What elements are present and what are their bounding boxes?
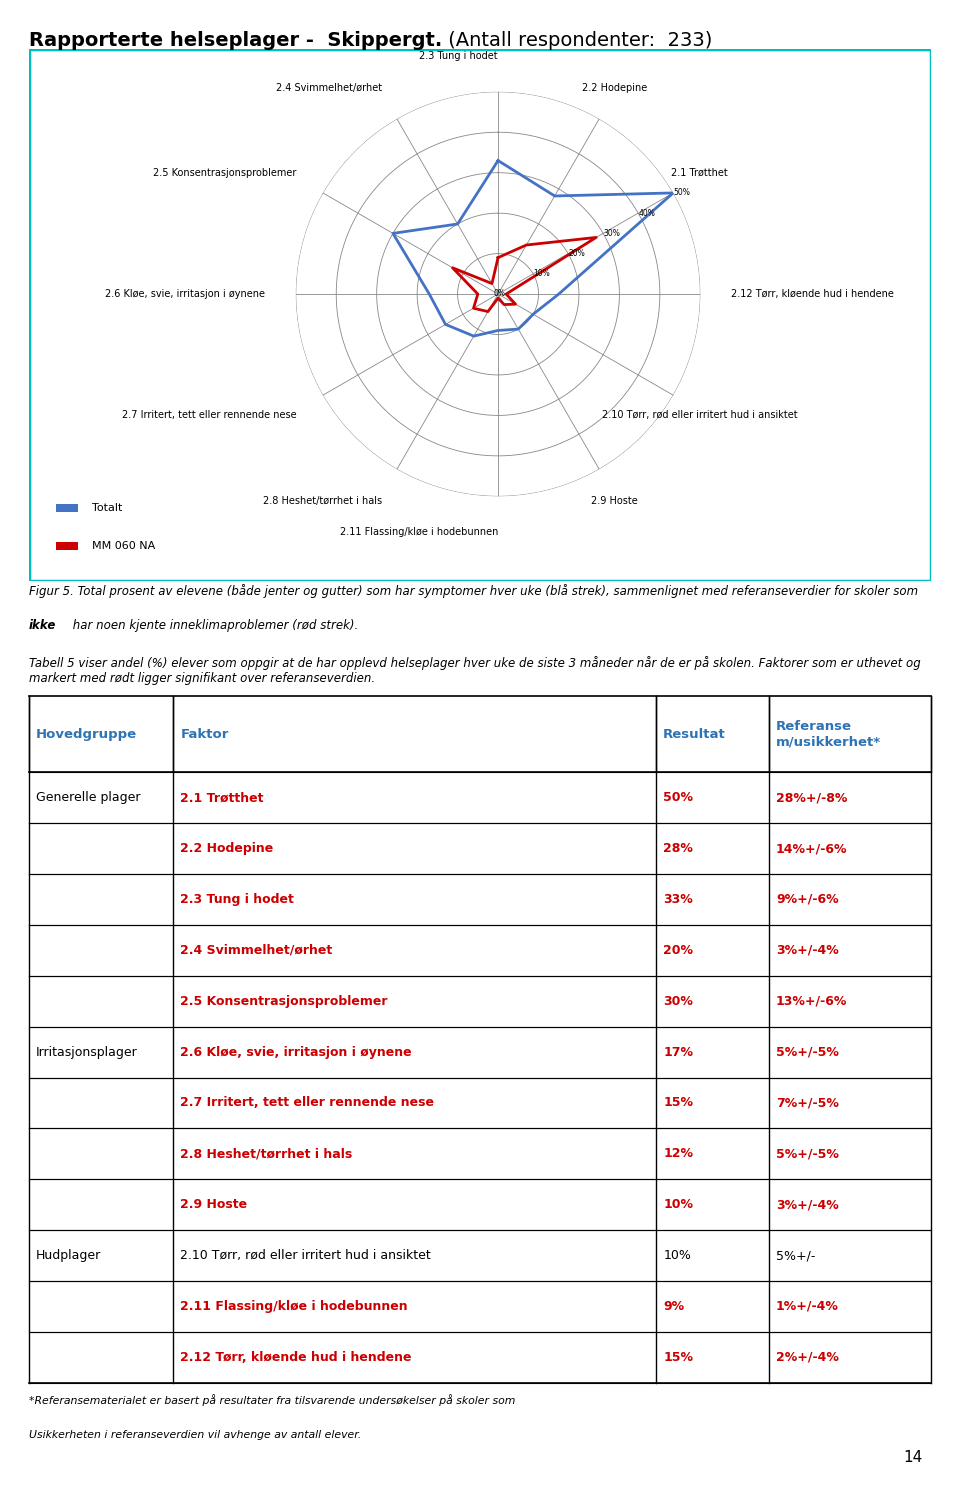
Text: 5%+/-: 5%+/- xyxy=(776,1249,815,1261)
Text: 2.2 Hodepine: 2.2 Hodepine xyxy=(582,82,647,92)
Text: 33%: 33% xyxy=(663,893,693,907)
Text: 20%: 20% xyxy=(663,944,693,957)
Text: ikke: ikke xyxy=(29,619,57,632)
Text: 50%: 50% xyxy=(663,792,693,804)
Text: 7%+/-5%: 7%+/-5% xyxy=(776,1096,839,1109)
Text: Hovedgruppe: Hovedgruppe xyxy=(36,728,137,741)
Text: 12%: 12% xyxy=(663,1147,693,1160)
Text: Hudplager: Hudplager xyxy=(36,1249,101,1261)
Text: Tabell 5 viser andel (%) elever som oppgir at de har opplevd helseplager hver uk: Tabell 5 viser andel (%) elever som oppg… xyxy=(29,656,921,684)
Text: 2.2 Hodepine: 2.2 Hodepine xyxy=(180,842,274,854)
Text: 2.3 Tung i hodet: 2.3 Tung i hodet xyxy=(180,893,295,907)
Text: 28%: 28% xyxy=(663,842,693,854)
Text: Irritasjonsplager: Irritasjonsplager xyxy=(36,1045,138,1059)
Text: 2.4 Svimmelhet/ørhet: 2.4 Svimmelhet/ørhet xyxy=(180,944,333,957)
Text: 2.6 Kløe, svie, irritasjon i øynene: 2.6 Kløe, svie, irritasjon i øynene xyxy=(106,289,265,300)
Text: 2.11 Flassing/kløe i hodebunnen: 2.11 Flassing/kløe i hodebunnen xyxy=(180,1300,408,1314)
Text: 2.4 Svimmelhet/ørhet: 2.4 Svimmelhet/ørhet xyxy=(276,82,382,92)
Text: 5%+/-5%: 5%+/-5% xyxy=(776,1045,839,1059)
Text: Totalt: Totalt xyxy=(92,504,122,513)
Text: 2.11 Flassing/kløe i hodebunnen: 2.11 Flassing/kløe i hodebunnen xyxy=(340,526,498,537)
Text: 15%: 15% xyxy=(663,1096,693,1109)
Text: 2.7 Irritert, tett eller rennende nese: 2.7 Irritert, tett eller rennende nese xyxy=(180,1096,435,1109)
Text: 2.10 Tørr, rød eller irritert hud i ansiktet: 2.10 Tørr, rød eller irritert hud i ansi… xyxy=(602,410,798,420)
Text: MM 060 NA: MM 060 NA xyxy=(92,541,156,550)
FancyBboxPatch shape xyxy=(29,49,931,581)
Text: 3%+/-4%: 3%+/-4% xyxy=(776,1199,839,1211)
Text: Generelle plager: Generelle plager xyxy=(36,792,140,804)
Text: 20%: 20% xyxy=(568,249,585,258)
Text: 2.8 Heshet/tørrhet i hals: 2.8 Heshet/tørrhet i hals xyxy=(180,1147,352,1160)
Text: 10%: 10% xyxy=(663,1199,693,1211)
Text: 15%: 15% xyxy=(663,1351,693,1364)
Text: 40%: 40% xyxy=(638,209,655,218)
Text: 10%: 10% xyxy=(533,270,550,279)
Text: 2.1 Trøtthet: 2.1 Trøtthet xyxy=(180,792,264,804)
Text: 2.3 Tung i hodet: 2.3 Tung i hodet xyxy=(420,52,498,61)
Text: (Antall respondenter:  233): (Antall respondenter: 233) xyxy=(442,31,712,51)
Text: 2.9 Hoste: 2.9 Hoste xyxy=(180,1199,248,1211)
Text: 28%+/-8%: 28%+/-8% xyxy=(776,792,848,804)
Text: har noen kjente inneklimaproblemer (rød strek).: har noen kjente inneklimaproblemer (rød … xyxy=(68,619,358,632)
Bar xyxy=(56,541,79,550)
Text: Faktor: Faktor xyxy=(180,728,228,741)
Text: 30%: 30% xyxy=(603,230,620,239)
Text: 0%: 0% xyxy=(493,289,506,298)
Text: 2.12 Tørr, kløende hud i hendene: 2.12 Tørr, kløende hud i hendene xyxy=(731,289,894,300)
Text: 9%: 9% xyxy=(663,1300,684,1314)
Text: 1%+/-4%: 1%+/-4% xyxy=(776,1300,839,1314)
Text: 2.5 Konsentrasjonsproblemer: 2.5 Konsentrasjonsproblemer xyxy=(180,994,388,1008)
Text: *Referansematerialet er basert på resultater fra tilsvarende undersøkelser på sk: *Referansematerialet er basert på result… xyxy=(29,1394,518,1406)
Text: 50%: 50% xyxy=(673,188,690,197)
Bar xyxy=(56,504,79,513)
Text: 10%: 10% xyxy=(663,1249,691,1261)
Text: 2.9 Hoste: 2.9 Hoste xyxy=(591,495,637,505)
Text: Rapporterte helseplager -  Skippergt.: Rapporterte helseplager - Skippergt. xyxy=(29,31,442,51)
Text: 17%: 17% xyxy=(663,1045,693,1059)
Text: 5%+/-5%: 5%+/-5% xyxy=(776,1147,839,1160)
Text: 2.8 Heshet/tørrhet i hals: 2.8 Heshet/tørrhet i hals xyxy=(263,495,382,505)
Text: 9%+/-6%: 9%+/-6% xyxy=(776,893,839,907)
Text: 14%+/-6%: 14%+/-6% xyxy=(776,842,848,854)
Text: 30%: 30% xyxy=(663,994,693,1008)
Text: 13%+/-6%: 13%+/-6% xyxy=(776,994,848,1008)
Text: Referanse
m/usikkerhet*: Referanse m/usikkerhet* xyxy=(776,720,881,748)
Text: 2.1 Trøtthet: 2.1 Trøtthet xyxy=(671,168,728,177)
Text: 2%+/-4%: 2%+/-4% xyxy=(776,1351,839,1364)
Text: 2.12 Tørr, kløende hud i hendene: 2.12 Tørr, kløende hud i hendene xyxy=(180,1351,412,1364)
Text: 2.6 Kløe, svie, irritasjon i øynene: 2.6 Kløe, svie, irritasjon i øynene xyxy=(180,1045,412,1059)
Text: 14: 14 xyxy=(903,1449,923,1464)
Text: 3%+/-4%: 3%+/-4% xyxy=(776,944,839,957)
Text: Figur 5. Total prosent av elevene (både jenter og gutter) som har symptomer hver: Figur 5. Total prosent av elevene (både … xyxy=(29,583,922,598)
Text: 2.5 Konsentrasjonsproblemer: 2.5 Konsentrasjonsproblemer xyxy=(154,168,297,177)
Text: Resultat: Resultat xyxy=(663,728,726,741)
Text: Usikkerheten i referanseverdien vil avhenge av antall elever.: Usikkerheten i referanseverdien vil avhe… xyxy=(29,1430,361,1440)
Text: 2.10 Tørr, rød eller irritert hud i ansiktet: 2.10 Tørr, rød eller irritert hud i ansi… xyxy=(180,1249,431,1261)
Text: 2.7 Irritert, tett eller rennende nese: 2.7 Irritert, tett eller rennende nese xyxy=(122,410,297,420)
